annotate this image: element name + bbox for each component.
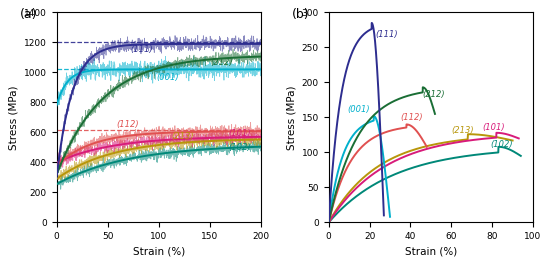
Y-axis label: Stress (MPa): Stress (MPa) [286,85,296,150]
Text: (112): (112) [116,120,139,129]
X-axis label: Strain (%): Strain (%) [133,247,185,257]
Text: (101): (101) [228,129,251,138]
X-axis label: Strain (%): Strain (%) [405,247,457,257]
Text: (a): (a) [20,8,37,21]
Text: (213): (213) [452,126,474,135]
Text: (b): (b) [292,8,310,21]
Text: (212): (212) [423,90,446,99]
Text: (101): (101) [482,123,504,132]
Text: (102): (102) [228,143,251,152]
Text: (112): (112) [400,113,423,122]
Text: (111): (111) [376,30,398,39]
Text: (001): (001) [157,73,179,82]
Y-axis label: Stress (MPa): Stress (MPa) [8,85,18,150]
Text: (212): (212) [210,58,233,67]
Text: (102): (102) [490,140,513,149]
Text: (213): (213) [171,132,194,141]
Text: (001): (001) [347,104,370,113]
Text: (111): (111) [130,45,153,54]
